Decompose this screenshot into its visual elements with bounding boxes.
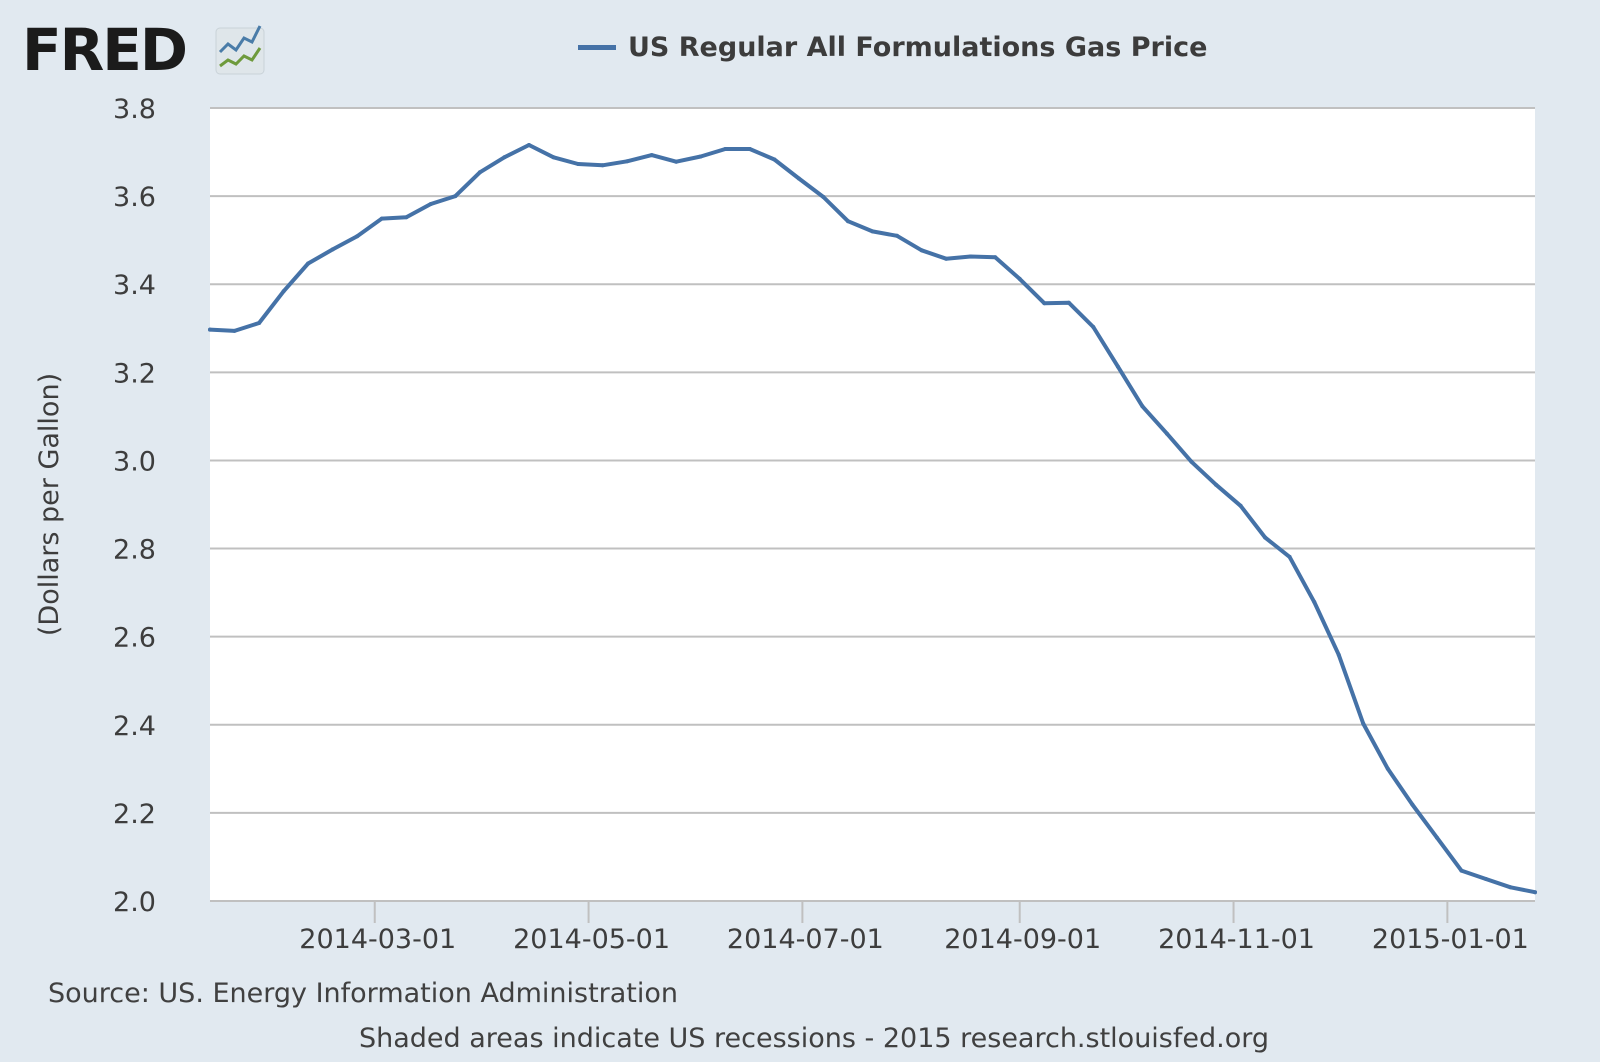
data-point [1434,835,1439,840]
plot-area [210,108,1535,901]
data-point [1385,766,1390,771]
y-tick-label: 3.6 [113,182,156,213]
data-point [1312,599,1317,604]
y-axis-ticks: 2.0 2.2 2.4 2.6 2.8 3.0 3.2 3.4 3.6 3.8 [113,94,156,918]
data-point [1287,554,1292,559]
series-layer [208,143,1537,895]
legend-series-label: US Regular All Formulations Gas Price [628,31,1208,63]
data-point [330,247,335,252]
data-point [1410,802,1415,807]
data-point [502,155,507,160]
data-point [1164,431,1169,436]
data-point [1091,325,1096,329]
legend-series-swatch [578,44,616,50]
data-point [1533,890,1537,895]
data-point [919,248,924,253]
data-point [723,147,728,151]
data-point [674,159,679,164]
data-point [968,254,973,259]
data-point [428,202,433,206]
data-point [796,176,801,181]
x-tick-label: 2014-07-01 [727,924,884,955]
data-point [1238,503,1243,508]
data-point [404,215,409,220]
data-point [1214,482,1218,487]
y-tick-label: 3.2 [113,358,156,389]
data-point [306,261,311,266]
data-point [257,321,262,325]
data-point [232,328,237,333]
data-point [944,256,949,261]
y-tick-label: 2.2 [113,799,156,830]
data-point [1189,459,1194,464]
data-point [355,234,360,239]
y-tick-label: 3.4 [113,270,156,301]
data-point [600,163,605,168]
data-point [1263,535,1268,540]
data-point [551,155,556,160]
data-point [1336,652,1341,657]
data-point [1140,404,1145,409]
data-point [281,289,286,294]
chart-legend: US Regular All Formulations Gas Price [578,30,1207,64]
data-point [870,229,875,234]
data-point [625,159,630,164]
x-axis-ticks: 2014-03-01 2014-05-01 2014-07-01 2014-09-01… [299,901,1529,955]
data-point [379,216,384,221]
fred-logo[interactable]: FRED [22,14,282,84]
data-point [1508,885,1513,890]
fred-logo-graph-icon [215,25,265,75]
data-point [208,327,212,332]
data-point [821,195,826,199]
y-gridlines [210,107,1535,814]
data-point [527,143,531,147]
y-axis-title: (Dollars per Gallon) [34,373,65,636]
data-point [1361,721,1366,726]
data-point [1459,868,1464,873]
x-tick-label: 2014-05-01 [513,924,670,955]
x-tick-label: 2014-03-01 [299,924,456,955]
data-point [1066,300,1071,305]
data-point [895,233,899,238]
y-tick-label: 2.0 [113,887,156,918]
data-point [1115,364,1120,369]
x-tick-label: 2015-01-01 [1372,924,1529,955]
x-tick-label: 2014-11-01 [1158,924,1315,955]
y-tick-label: 3.8 [113,94,156,125]
data-point [993,255,998,260]
recession-note: Shaded areas indicate US recessions - 20… [358,1023,1269,1054]
data-point [649,153,654,158]
data-point [698,154,703,159]
gas-price-line-chart: 2.0 2.2 2.4 2.6 2.8 3.0 3.2 3.4 3.6 3.8 2014-03-0… [34,94,1537,955]
data-point [846,219,850,224]
data-point [576,162,581,166]
y-tick-label: 3.0 [113,446,156,477]
x-tick-label: 2014-09-01 [944,924,1101,955]
data-point [453,194,458,199]
data-point [1042,301,1047,306]
y-tick-label: 2.4 [113,711,156,742]
data-point [747,147,752,151]
source-note: Source: US. Energy Information Administr… [48,978,679,1009]
y-tick-label: 2.6 [113,623,156,654]
data-point [477,170,482,175]
data-point [772,157,777,162]
y-tick-label: 2.8 [113,535,156,566]
data-point [1017,276,1022,281]
fred-logo-text: FRED [22,16,186,84]
data-point [1483,877,1488,881]
